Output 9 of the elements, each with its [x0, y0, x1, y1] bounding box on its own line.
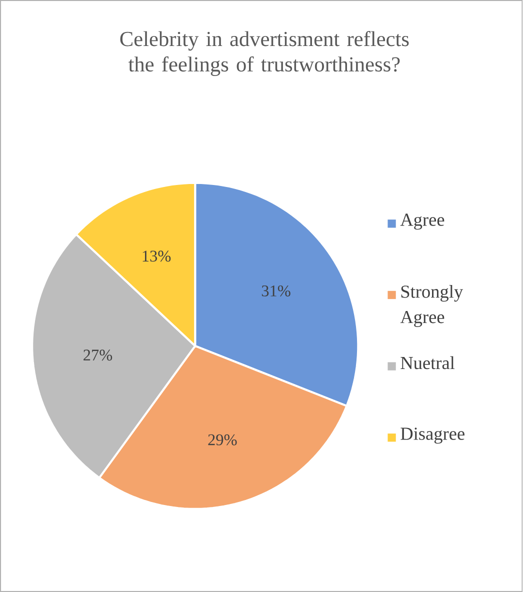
data-label: 29%: [208, 434, 237, 446]
data-label: 27%: [84, 350, 112, 361]
legend-label: Disagree: [400, 428, 465, 444]
data-label: 31%: [262, 285, 290, 296]
chart-title: Celebrity in advertisment reflects the feelings of trustworthiness?: [120, 30, 409, 76]
legend-label: Agree: [400, 214, 444, 230]
legend-label: Strongly Agree: [400, 284, 464, 327]
data-label: 13%: [142, 250, 171, 262]
legend-label: Nuetral: [400, 356, 455, 370]
